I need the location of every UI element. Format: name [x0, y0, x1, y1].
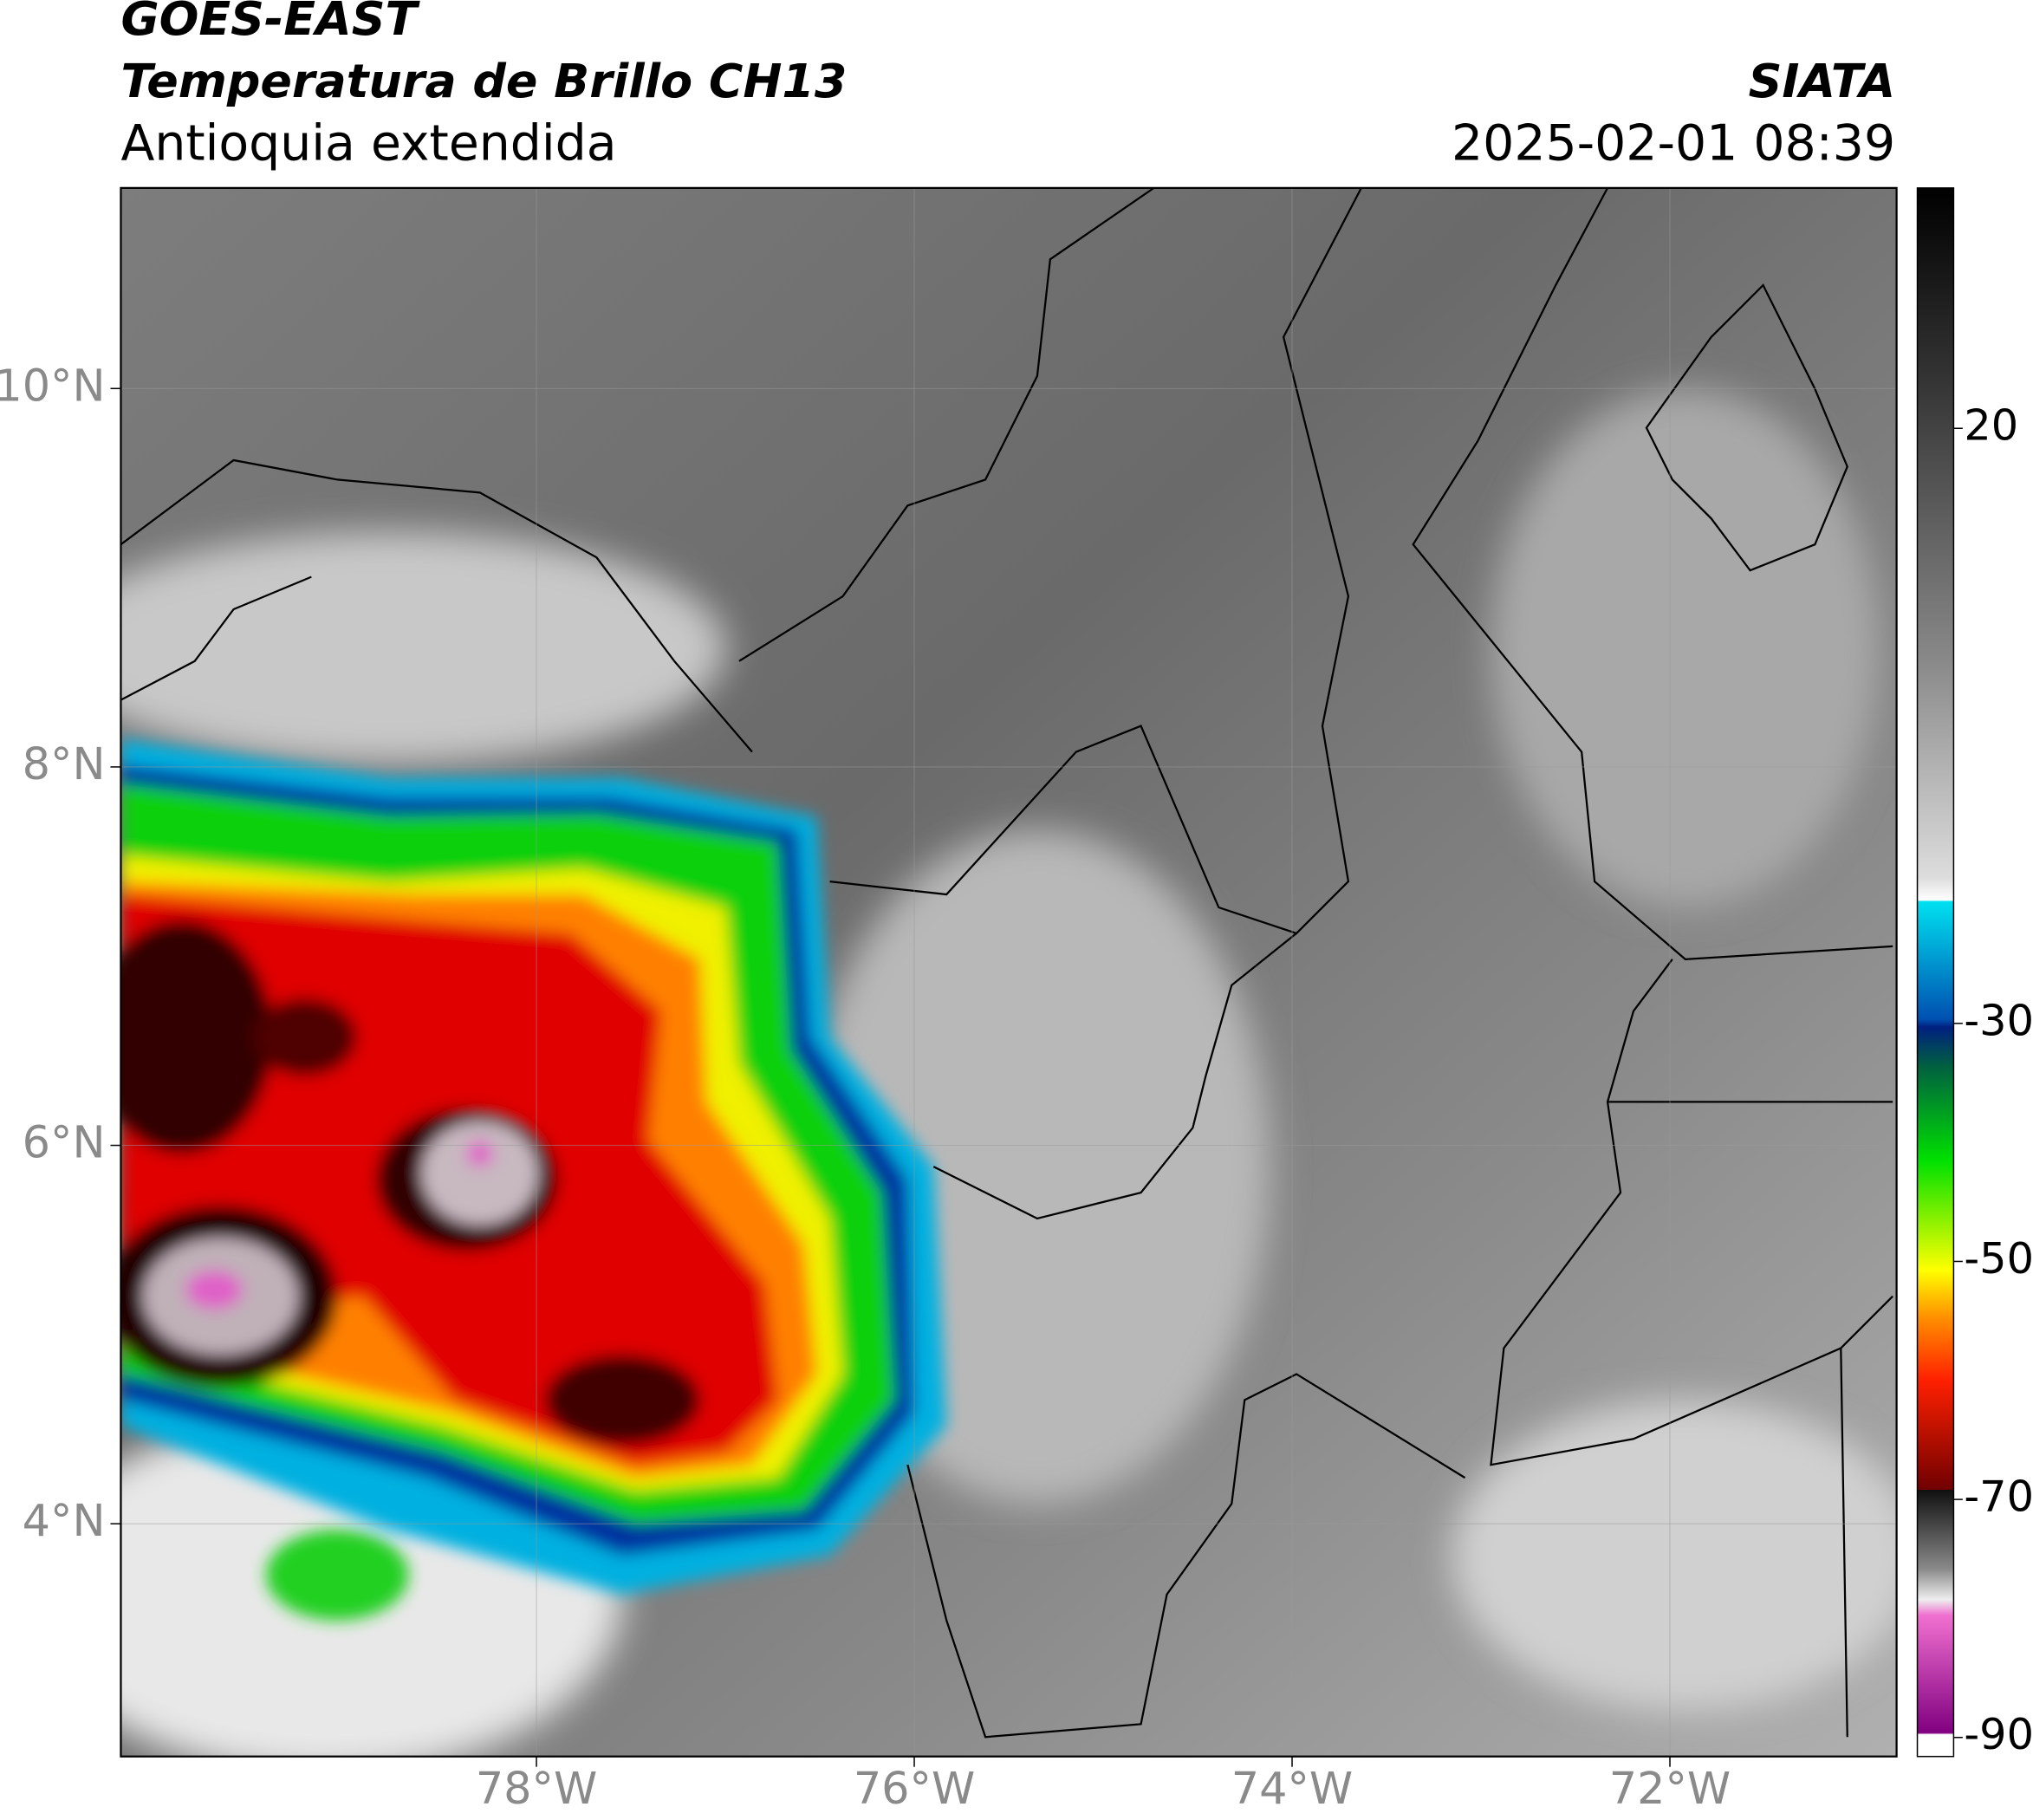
- colorbar: [1916, 187, 1955, 1758]
- y-tick-label: 6°N: [23, 1117, 106, 1168]
- datetime: 2025-02-01 08:39: [1452, 115, 1895, 172]
- source: SIATA: [1749, 54, 1896, 108]
- x-tick-label: 72°W: [1609, 1763, 1731, 1814]
- map-frame: [120, 186, 1898, 1758]
- colorbar-label: -50: [1964, 1233, 2033, 1284]
- region: Antioquia extendida: [120, 115, 616, 172]
- title: GOES-EAST: [120, 0, 420, 46]
- subtitle: Temperatura de Brillo CH13: [120, 54, 847, 108]
- grid: [120, 187, 1897, 1757]
- y-tick-label: 8°N: [23, 738, 106, 790]
- colorbar-label: -30: [1964, 995, 2033, 1045]
- x-tick-label: 74°W: [1231, 1763, 1353, 1814]
- x-tick-label: 76°W: [854, 1763, 975, 1814]
- colorbar-label: 20: [1964, 400, 2018, 451]
- y-tick-label: 4°N: [23, 1495, 106, 1546]
- map-image: [120, 187, 1897, 1757]
- colorbar-label: -70: [1964, 1472, 2033, 1522]
- colorbar-label: -90: [1964, 1709, 2033, 1759]
- y-tick-label: 10°N: [0, 360, 106, 411]
- x-tick-label: 78°W: [476, 1763, 597, 1814]
